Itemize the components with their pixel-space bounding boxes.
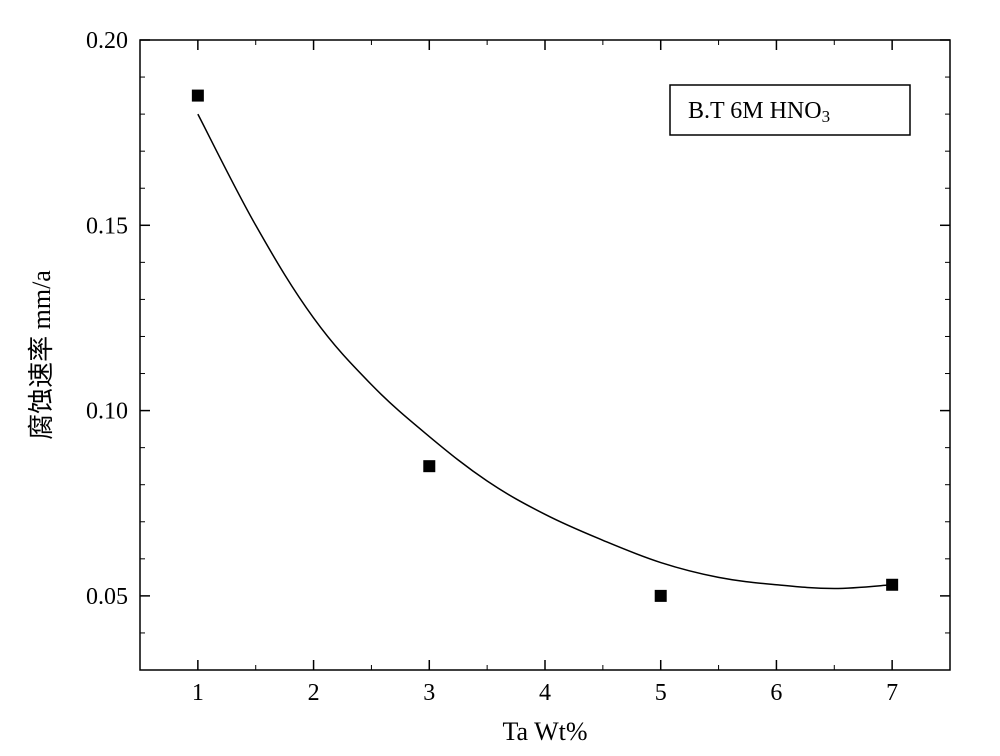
y-tick-label: 0.10: [86, 399, 128, 425]
x-tick-label: 1: [192, 680, 204, 706]
x-axis-label: Ta Wt%: [502, 717, 587, 746]
legend-text: B.T 6M HNO3: [688, 98, 830, 126]
data-marker: [192, 90, 204, 102]
x-tick-label: 2: [308, 680, 320, 706]
data-marker: [423, 460, 435, 472]
x-tick-label: 4: [539, 680, 551, 706]
chart-container: 1 2 3 4 5 6 7 Ta Wt% 0.05 0.10 0.15 0.20 腐蚀速率 mm/a B.…: [0, 0, 1000, 756]
chart-svg: 1 2 3 4 5 6 7 Ta Wt% 0.05 0.10 0.15 0.20 腐蚀速率 mm/a B.…: [0, 0, 1000, 756]
fit-curve: [198, 114, 892, 588]
data-marker: [655, 590, 667, 602]
x-tick-label: 5: [655, 680, 667, 706]
data-marker: [886, 579, 898, 591]
y-tick-label: 0.15: [86, 213, 128, 239]
y-axis-label: 腐蚀速率 mm/a: [27, 270, 56, 440]
y-tick-label: 0.20: [86, 28, 128, 54]
x-tick-label: 7: [886, 680, 898, 706]
y-tick-label: 0.05: [86, 584, 128, 610]
x-tick-label: 6: [770, 680, 782, 706]
x-tick-label: 3: [423, 680, 435, 706]
